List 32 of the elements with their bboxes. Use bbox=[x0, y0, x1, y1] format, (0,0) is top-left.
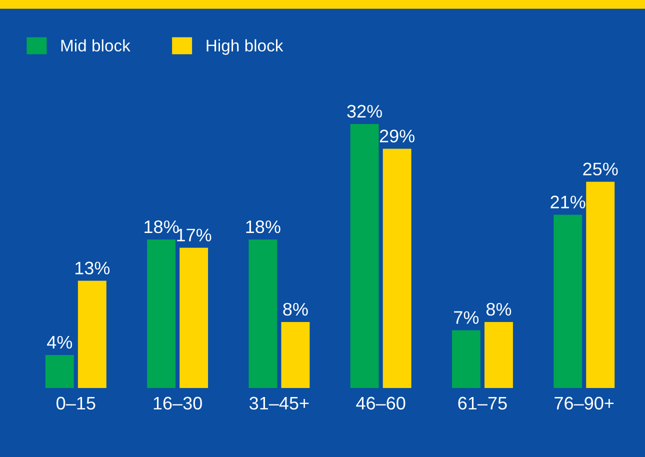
bar bbox=[484, 322, 513, 388]
legend-label: High block bbox=[206, 39, 284, 55]
data-label: 25% bbox=[583, 162, 618, 176]
data-label: 7% bbox=[454, 311, 479, 324]
x-tick-label: 46–60 bbox=[356, 396, 406, 410]
bar bbox=[248, 240, 278, 388]
bar bbox=[45, 355, 74, 388]
bar bbox=[180, 248, 208, 388]
x-tick-label: 61–75 bbox=[458, 396, 507, 410]
bar bbox=[350, 124, 379, 388]
bar bbox=[78, 280, 106, 388]
x-tick-label: 31–45+ bbox=[249, 396, 309, 410]
data-label: 32% bbox=[347, 104, 382, 118]
x-tick-label: 76–90+ bbox=[554, 396, 614, 410]
x-tick-label: 16–30 bbox=[154, 396, 202, 410]
data-label: 18% bbox=[144, 220, 179, 234]
data-label: 17% bbox=[177, 228, 212, 242]
data-label: 18% bbox=[246, 220, 280, 234]
bar bbox=[147, 240, 176, 388]
data-label: 8% bbox=[283, 302, 308, 316]
data-label: 21% bbox=[550, 196, 586, 208]
bar bbox=[554, 214, 582, 388]
data-label: 8% bbox=[486, 302, 512, 316]
bar bbox=[281, 322, 310, 388]
bar bbox=[382, 148, 412, 388]
data-label: 13% bbox=[75, 262, 110, 274]
data-label: 29% bbox=[380, 130, 415, 142]
x-tick-label: 0–15 bbox=[56, 396, 96, 410]
bar bbox=[586, 182, 615, 388]
bar bbox=[452, 330, 480, 388]
data-label: 4% bbox=[47, 336, 72, 349]
legend-label: Mid block bbox=[61, 39, 130, 52]
